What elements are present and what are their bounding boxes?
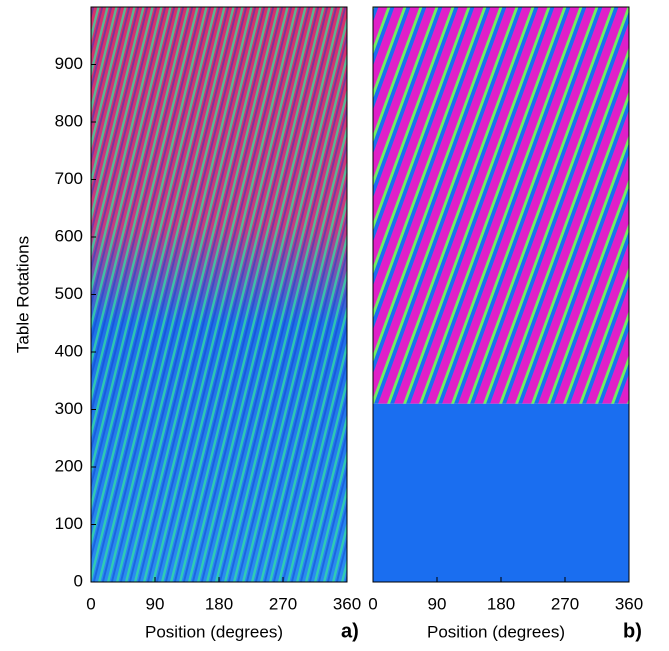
heatmap-image-lower bbox=[373, 403, 629, 582]
y-tick-label: 600 bbox=[55, 226, 83, 245]
x-tick-label: 360 bbox=[615, 594, 643, 613]
panel-label: b) bbox=[623, 620, 642, 642]
x-tick-label: 180 bbox=[487, 594, 515, 613]
x-tick-label: 90 bbox=[428, 594, 447, 613]
y-tick-label: 400 bbox=[55, 341, 83, 360]
y-tick-label: 800 bbox=[55, 111, 83, 130]
x-tick-label: 360 bbox=[333, 594, 361, 613]
y-tick-label: 700 bbox=[55, 169, 83, 188]
y-axis-label: Table Rotations bbox=[13, 236, 32, 353]
y-tick-label: 900 bbox=[55, 54, 83, 73]
y-tick-label: 100 bbox=[55, 514, 83, 533]
x-tick-label: 180 bbox=[205, 594, 233, 613]
y-tick-label: 500 bbox=[55, 284, 83, 303]
y-tick-label: 300 bbox=[55, 399, 83, 418]
x-axis-label: Position (degrees) bbox=[427, 622, 565, 641]
x-tick-label: 0 bbox=[368, 594, 377, 613]
panel-label: a) bbox=[341, 620, 359, 642]
x-tick-label: 270 bbox=[269, 594, 297, 613]
x-tick-label: 90 bbox=[146, 594, 165, 613]
x-axis-label: Position (degrees) bbox=[145, 622, 283, 641]
y-tick-label: 0 bbox=[74, 571, 83, 590]
x-tick-label: 0 bbox=[86, 594, 95, 613]
heatmap-image bbox=[373, 7, 629, 404]
y-tick-label: 200 bbox=[55, 456, 83, 475]
x-tick-label: 270 bbox=[551, 594, 579, 613]
heatmap-texture bbox=[91, 7, 347, 582]
